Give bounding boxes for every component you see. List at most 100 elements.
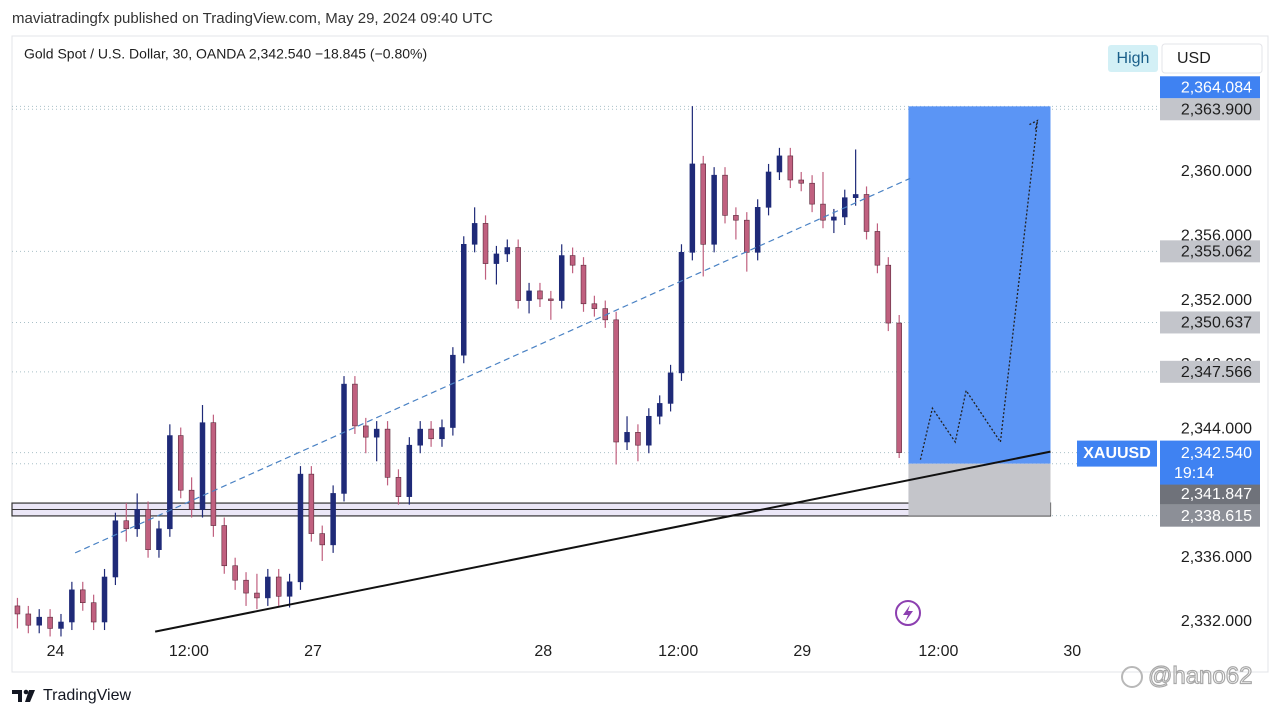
price-tag <box>1160 360 1260 383</box>
candle-body <box>580 264 587 305</box>
candle-body <box>14 605 21 615</box>
candle-body <box>450 354 456 428</box>
candle-body <box>776 155 783 173</box>
candle-body <box>798 179 804 184</box>
candle-body <box>265 576 271 599</box>
currency[interactable]: USD <box>1177 50 1211 67</box>
candle-body <box>112 520 119 578</box>
candle-body <box>36 616 42 626</box>
candle-body <box>624 432 630 443</box>
candle-body <box>58 621 64 629</box>
candle-body <box>482 223 489 264</box>
candle-body <box>80 589 86 604</box>
candle-body <box>439 427 445 440</box>
candle-body <box>569 255 576 266</box>
candle-body <box>210 422 217 526</box>
candle-body <box>722 174 728 216</box>
candle-body <box>689 163 696 253</box>
y-tick-label: 2,332.000 <box>1181 613 1252 630</box>
candle-body <box>591 303 598 309</box>
candle-body <box>863 194 870 232</box>
candle-body <box>471 223 478 245</box>
candle-body <box>90 602 97 623</box>
candle-body <box>308 473 315 534</box>
price-tag <box>1160 504 1260 527</box>
y-tick-label: 2,352.000 <box>1181 292 1252 309</box>
price-tag <box>1160 76 1260 99</box>
publish-line: maviatradingfx published on TradingView.… <box>12 10 493 27</box>
candle-body <box>733 215 739 221</box>
price-source-button[interactable] <box>1108 45 1158 72</box>
candle-body <box>243 579 249 594</box>
candle-body <box>744 219 750 253</box>
candle-body <box>156 528 162 550</box>
candle-body <box>515 247 521 301</box>
candle-body <box>667 372 674 404</box>
y-tick-label: 2,336.000 <box>1181 549 1252 566</box>
candle-body <box>134 509 140 530</box>
candle-body <box>831 216 837 221</box>
candle-body <box>101 576 108 623</box>
event-icon[interactable] <box>895 600 921 626</box>
candle-body <box>700 163 706 245</box>
price-source[interactable]: High <box>1117 50 1150 67</box>
projection-path <box>919 120 1039 460</box>
candle-body <box>493 253 500 264</box>
candle-body <box>428 428 434 440</box>
price-tag-label: 2,341.847 <box>1181 486 1252 503</box>
price-tag-label: 2,355.062 <box>1181 244 1252 261</box>
event-icon-bolt <box>903 605 913 622</box>
price-tag <box>1160 98 1260 121</box>
x-tick-label: 24 <box>47 643 65 660</box>
candle-body <box>286 581 293 597</box>
candle-body <box>613 319 619 443</box>
candle-body <box>885 264 892 324</box>
currency-button[interactable] <box>1161 43 1263 74</box>
watermark: @hano62 <box>1148 662 1252 689</box>
symbol-name: XAUUSD <box>1083 445 1151 462</box>
candle-body <box>754 207 761 253</box>
last-price-label: 2,342.540 <box>1181 445 1252 462</box>
candle-body <box>417 428 423 446</box>
candle-body <box>123 520 130 530</box>
price-tag <box>1160 311 1260 334</box>
candle-body <box>765 171 772 208</box>
candle-body <box>199 422 206 510</box>
position-profit <box>908 106 1051 464</box>
candle-body <box>69 589 75 623</box>
candle-body <box>504 247 511 255</box>
candle-body <box>330 493 336 546</box>
candle-body <box>275 576 282 597</box>
symbol-tag-box <box>1077 440 1157 467</box>
candle-body <box>711 174 717 245</box>
watermark-logo <box>1121 666 1143 688</box>
tv-logo <box>12 689 35 702</box>
last-price-tag <box>1160 440 1260 485</box>
x-tick-label: 12:00 <box>658 643 698 660</box>
candle-body <box>406 444 413 497</box>
candle-body <box>25 613 32 626</box>
candle-body <box>852 194 859 198</box>
y-tick-label: 2,344.000 <box>1181 420 1252 437</box>
candle-body <box>188 489 195 510</box>
x-tick-label: 29 <box>793 643 811 660</box>
candle-body <box>809 182 815 205</box>
x-tick-label: 12:00 <box>169 643 209 660</box>
x-tick-label: 30 <box>1063 643 1081 660</box>
candle-body <box>177 435 184 491</box>
candle-body <box>319 533 325 546</box>
brand: TradingView <box>43 687 131 704</box>
candle-body <box>363 425 369 438</box>
price-tag-label: 2,338.615 <box>1181 508 1252 525</box>
candle-body <box>526 290 532 301</box>
trend-line <box>154 450 1051 633</box>
position-loss <box>908 463 1051 516</box>
price-tag-label: 2,347.566 <box>1181 364 1252 381</box>
x-tick-label: 12:00 <box>918 643 958 660</box>
y-tick-label: 2,360.000 <box>1181 163 1252 180</box>
x-tick-label: 28 <box>534 643 552 660</box>
candle-body <box>537 290 543 300</box>
price-tag-label: 2,350.637 <box>1181 315 1252 332</box>
candle-body <box>395 477 402 497</box>
candle-body <box>787 155 794 181</box>
